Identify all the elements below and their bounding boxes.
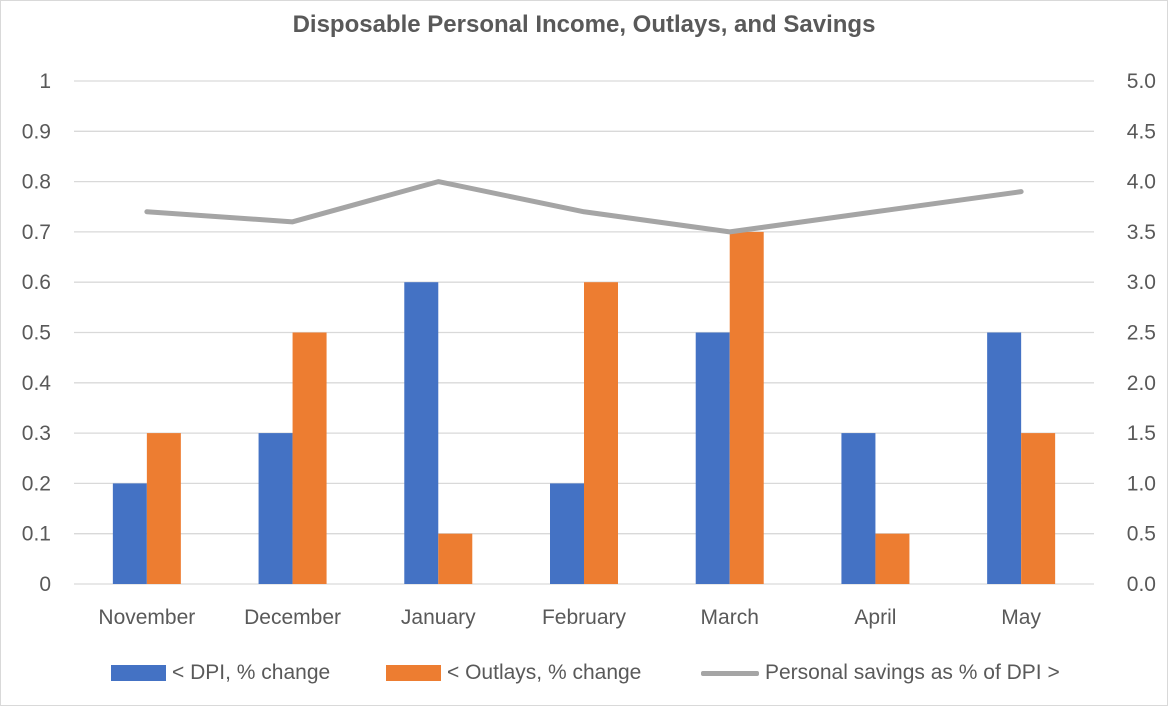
- outlays-bar: [438, 533, 473, 584]
- dpi-bar: [404, 282, 439, 584]
- right-tick-label: 2.5: [1127, 322, 1156, 345]
- left-axis: 0 0.1 0.2 0.3 0.4 0.5 0.6 0.7 0.8 0.9 1: [22, 70, 52, 596]
- right-tick-label: 0.0: [1127, 573, 1156, 596]
- right-tick-label: 3.5: [1127, 221, 1156, 244]
- dpi-bar: [987, 332, 1022, 584]
- savings-point: [873, 210, 877, 214]
- legend-item-dpi: < DPI, % change: [111, 657, 330, 689]
- legend: < DPI, % change < Outlays, % change Pers…: [1, 657, 1167, 689]
- savings-point: [728, 230, 732, 234]
- dpi-bar: [112, 483, 147, 584]
- legend-label-savings: Personal savings as % of DPI >: [765, 661, 1060, 684]
- left-tick-label: 1: [39, 70, 51, 93]
- savings-point: [145, 210, 149, 214]
- category-label: February: [542, 606, 627, 629]
- savings-line: [144, 179, 1024, 235]
- right-tick-label: 4.5: [1127, 120, 1156, 143]
- left-tick-label: 0.6: [22, 271, 51, 294]
- left-tick-label: 0.8: [22, 171, 51, 194]
- category-label: January: [401, 606, 476, 629]
- dpi-bar: [550, 483, 584, 584]
- legend-swatch-dpi: [111, 665, 166, 682]
- right-tick-label: 4.0: [1127, 171, 1156, 194]
- dpi-bar: [841, 433, 876, 584]
- left-tick-label: 0: [39, 573, 51, 596]
- right-tick-label: 2.0: [1127, 372, 1156, 395]
- legend-label-dpi: < DPI, % change: [172, 661, 331, 684]
- outlays-bar: [584, 282, 618, 584]
- right-axis: 0.0 0.5 1.0 1.5 2.0 2.5 3.0 3.5 4.0 4.5 5.0: [1127, 70, 1156, 596]
- bars: [112, 231, 1056, 584]
- category-axis: November December January February March Apri…: [98, 606, 1041, 629]
- savings-point: [1019, 190, 1023, 194]
- legend-swatch-outlays: [386, 665, 441, 682]
- left-tick-label: 0.2: [22, 472, 51, 495]
- savings-point: [291, 220, 295, 224]
- category-label: April: [854, 606, 896, 629]
- right-tick-label: 3.0: [1127, 271, 1156, 294]
- legend-swatch-savings: [701, 670, 759, 676]
- left-tick-label: 0.1: [22, 523, 51, 546]
- right-tick-label: 1.5: [1127, 422, 1156, 445]
- right-tick-label: 0.5: [1127, 523, 1156, 546]
- legend-item-savings: Personal savings as % of DPI >: [701, 657, 1060, 689]
- left-tick-label: 0.9: [22, 120, 51, 143]
- outlays-bar: [875, 533, 910, 584]
- outlays-bar: [146, 433, 181, 584]
- category-label: March: [701, 606, 759, 629]
- outlays-bar: [729, 231, 764, 584]
- dpi-bar: [695, 332, 730, 584]
- chart-title: Disposable Personal Income, Outlays, and…: [292, 11, 876, 38]
- left-tick-label: 0.5: [22, 322, 51, 345]
- dpi-bar: [258, 433, 293, 584]
- savings-point: [582, 210, 586, 214]
- left-tick-label: 0.4: [22, 372, 52, 395]
- savings-line-path: [144, 179, 1024, 235]
- outlays-bar: [1021, 433, 1056, 584]
- right-tick-label: 1.0: [1127, 472, 1156, 495]
- category-label: May: [1001, 606, 1041, 629]
- legend-label-outlays: < Outlays, % change: [447, 661, 642, 684]
- savings-point: [436, 180, 440, 184]
- category-label: December: [244, 606, 341, 629]
- right-tick-label: 5.0: [1127, 70, 1156, 93]
- outlays-bar: [292, 332, 327, 584]
- legend-item-outlays: < Outlays, % change: [386, 657, 641, 689]
- left-tick-label: 0.7: [22, 221, 51, 244]
- left-tick-label: 0.3: [22, 422, 51, 445]
- category-label: November: [98, 606, 195, 629]
